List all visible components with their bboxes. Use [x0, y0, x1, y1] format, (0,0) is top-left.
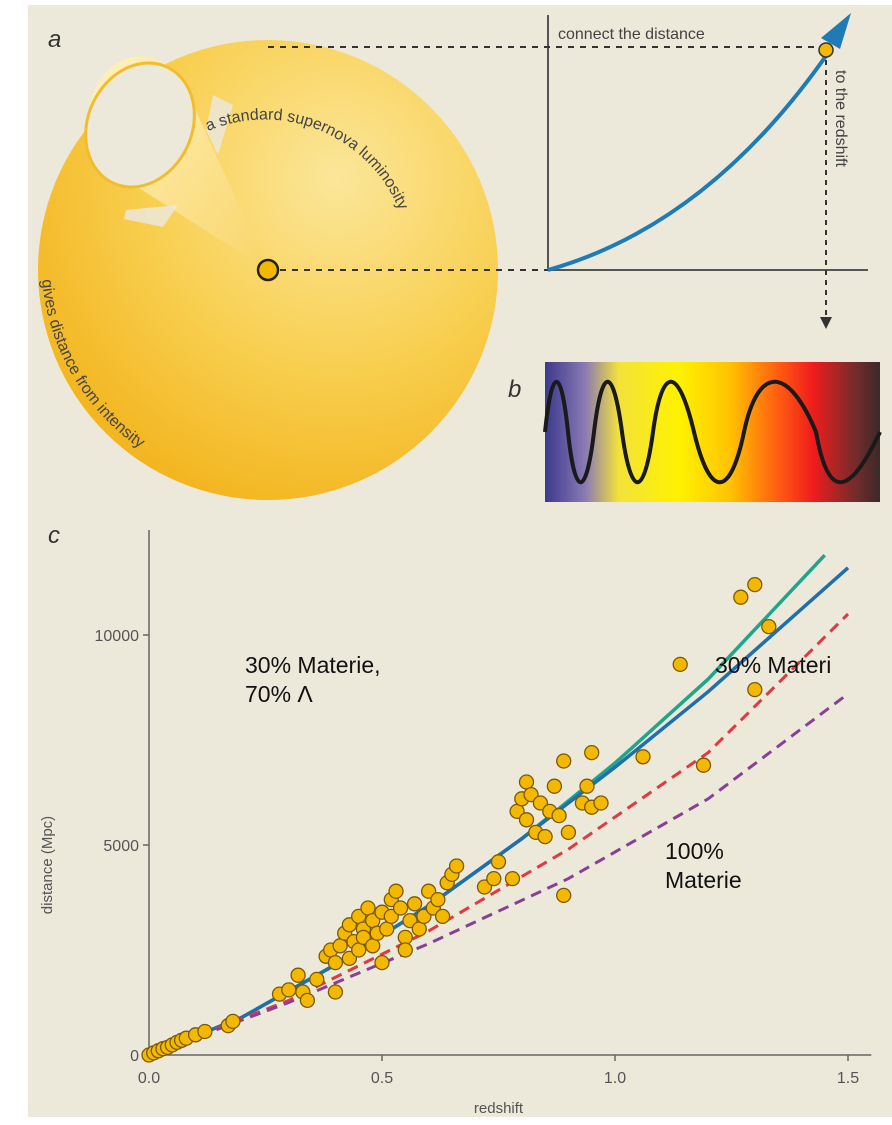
- data-point: [197, 1023, 213, 1040]
- data-point: [504, 870, 521, 887]
- data-point: [397, 929, 413, 946]
- data-point: [490, 854, 507, 870]
- data-point: [360, 900, 376, 916]
- inset-arrowhead: [821, 13, 851, 49]
- y-axis-label: distance (Mpc): [39, 816, 56, 914]
- data-point: [388, 883, 404, 899]
- data-point: [747, 681, 763, 698]
- distance-redshift-chart: 0.0 0.5 1.0 1.5 0 5000 10000 redshift distance (…: [39, 530, 872, 1117]
- data-point: [434, 908, 451, 925]
- data-point: [411, 921, 427, 937]
- figure-svg: a a standard supernova luminosity gives …: [38, 13, 882, 1117]
- data-point: [430, 891, 446, 908]
- panel-a-letter: a: [48, 26, 61, 53]
- figure: a a standard supernova luminosity gives …: [28, 5, 892, 1117]
- lambda-model-label: 30% Materie, 70% Λ: [245, 652, 381, 707]
- cone-shadow: [124, 205, 178, 227]
- data-point: [486, 870, 502, 887]
- data-point: [551, 807, 567, 824]
- data-point: [672, 656, 688, 673]
- data-point: [560, 824, 577, 841]
- data-point: [299, 992, 316, 1009]
- inset-point: [818, 42, 834, 58]
- inset-curve: [547, 51, 830, 272]
- data-point: [416, 908, 432, 925]
- wave: [543, 379, 882, 484]
- data-point: [406, 896, 423, 912]
- data-point: [537, 828, 553, 845]
- data-point: [518, 774, 535, 790]
- x-tick-label: 1.5: [837, 1070, 859, 1087]
- matter-100-label: 100% Materie: [665, 838, 742, 893]
- data-point: [309, 971, 325, 988]
- data-point: [556, 753, 572, 769]
- panel-c-letter: c: [48, 522, 60, 549]
- model-curve-2: [148, 566, 850, 1057]
- data-point: [733, 589, 749, 605]
- data-point: [518, 812, 535, 828]
- y-tick-label: 0: [130, 1048, 139, 1065]
- data-point: [397, 942, 413, 958]
- data-point: [365, 938, 381, 954]
- data-point: [579, 778, 595, 794]
- data-point: [747, 576, 763, 593]
- panel-b-letter: b: [508, 376, 521, 403]
- x-tick-label: 1.0: [604, 1070, 626, 1087]
- data-point: [332, 938, 348, 954]
- data-point: [327, 954, 344, 971]
- supernova-dot: [256, 258, 280, 282]
- cone-shadow: [206, 95, 233, 155]
- model-curve-4: [148, 692, 849, 1057]
- x-tick-label: 0.0: [138, 1070, 160, 1087]
- data-point: [327, 984, 344, 1000]
- data-point: [290, 967, 306, 983]
- x-axis-label: redshift: [474, 1100, 524, 1117]
- inset-top-label: connect the distance: [558, 26, 705, 43]
- data-point: [448, 858, 465, 874]
- inset-right-label: to the redshift: [832, 70, 849, 168]
- data-point: [695, 757, 712, 773]
- data-point: [546, 778, 563, 794]
- aperture-ellipse: [84, 61, 196, 189]
- data-point: [374, 954, 390, 971]
- data-point: [761, 618, 777, 635]
- data-point: [584, 744, 600, 761]
- data-point: [556, 887, 572, 904]
- data-point: [532, 795, 549, 811]
- data-point: [225, 1013, 241, 1030]
- y-tick-label: 5000: [103, 838, 139, 855]
- down-arrowhead: [820, 317, 832, 329]
- data-point: [351, 942, 367, 958]
- data-point: [379, 921, 395, 937]
- y-tick-label: 10000: [95, 628, 140, 645]
- data-point: [392, 900, 409, 916]
- model-curve-1: [148, 554, 826, 1057]
- data-point: [593, 795, 609, 811]
- data-point: [281, 982, 297, 998]
- x-tick-label: 0.5: [371, 1070, 393, 1087]
- model-curve-3: [148, 612, 850, 1057]
- data-point: [635, 749, 651, 765]
- matter-30-label: 30% Materi: [715, 652, 832, 678]
